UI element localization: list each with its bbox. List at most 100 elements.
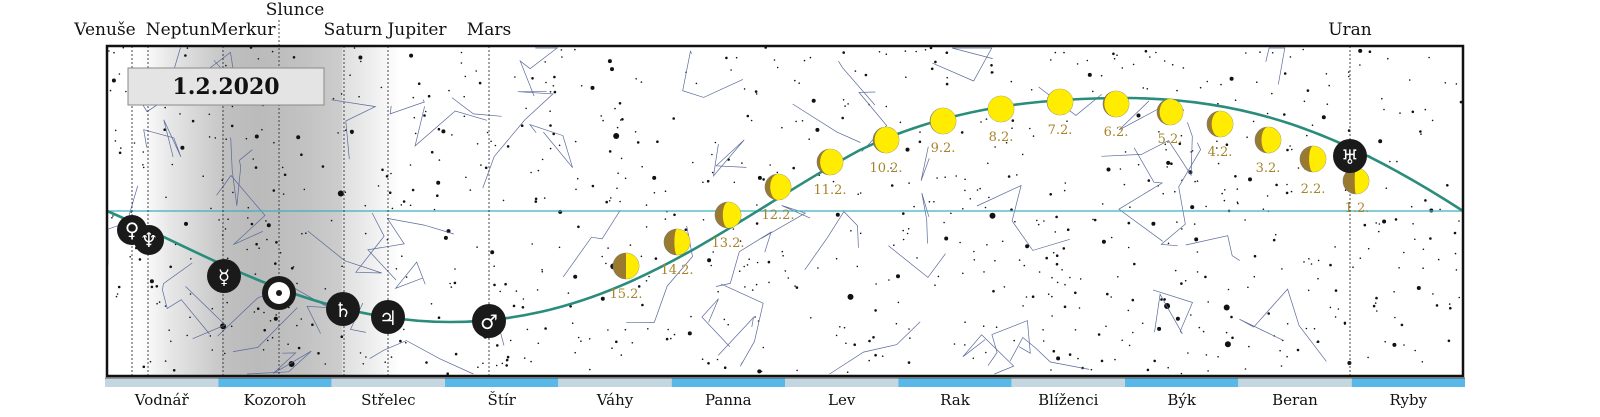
star <box>1011 119 1015 122</box>
star <box>311 323 314 327</box>
planet-mercury[interactable]: ☿ <box>207 259 241 293</box>
star <box>493 265 496 268</box>
moon-phase[interactable]: 12.2. <box>761 173 795 223</box>
star <box>1199 86 1202 89</box>
constellation-line <box>829 321 921 375</box>
moon-phase[interactable]: 7.2. <box>1046 88 1074 138</box>
constellation-lines <box>107 47 1327 375</box>
star <box>1063 51 1065 54</box>
zodiac-segment <box>218 378 332 387</box>
star <box>1317 259 1320 262</box>
planet-uranus[interactable]: ♅ <box>1333 139 1367 173</box>
star <box>732 228 735 230</box>
star <box>906 232 909 235</box>
star <box>292 266 295 268</box>
star <box>263 328 267 332</box>
star <box>692 161 694 164</box>
star <box>1416 286 1421 290</box>
star <box>591 184 595 188</box>
star <box>1225 143 1229 146</box>
moon-phase[interactable]: 10.2. <box>869 126 903 176</box>
star <box>1396 160 1398 163</box>
star <box>531 77 534 80</box>
star <box>733 181 736 184</box>
star <box>1448 303 1451 305</box>
star <box>530 171 532 174</box>
star <box>569 305 572 308</box>
star <box>526 328 529 331</box>
star <box>847 293 854 300</box>
star <box>1153 359 1156 363</box>
star <box>1303 100 1306 103</box>
star <box>1160 298 1163 301</box>
star <box>964 189 966 192</box>
star <box>499 290 502 293</box>
planet-saturn[interactable]: ♄ <box>326 292 360 326</box>
star <box>815 127 820 132</box>
moon-phase[interactable]: 3.2. <box>1254 126 1282 176</box>
planet-sun[interactable]: ☉ <box>262 276 296 310</box>
star <box>874 309 877 312</box>
star <box>687 331 692 336</box>
star <box>1055 215 1058 219</box>
star <box>436 194 439 197</box>
star <box>641 165 643 168</box>
star <box>607 59 612 64</box>
star <box>616 187 618 190</box>
star <box>959 241 961 244</box>
star <box>1050 369 1052 371</box>
star <box>1180 282 1183 285</box>
constellation-line <box>482 90 554 189</box>
moon-phase[interactable]: 5.2. <box>1156 98 1184 147</box>
star <box>1031 295 1035 299</box>
star <box>469 189 472 191</box>
star <box>549 124 552 127</box>
star <box>782 255 784 257</box>
star <box>150 285 154 289</box>
star <box>490 140 492 143</box>
star <box>605 200 608 204</box>
moon-phase[interactable]: 8.2. <box>987 95 1015 145</box>
constellation-line <box>367 217 455 281</box>
moon-phase[interactable]: 11.2. <box>813 148 847 198</box>
planet-mars[interactable]: ♂ <box>472 304 506 338</box>
star <box>723 318 726 321</box>
star <box>854 70 857 72</box>
star <box>707 258 712 263</box>
star <box>531 243 533 245</box>
moon-phase[interactable]: 14.2. <box>660 228 694 278</box>
moon-phase[interactable]: 9.2. <box>929 107 957 156</box>
star <box>1037 223 1040 226</box>
star <box>1429 237 1432 240</box>
star <box>1121 67 1124 69</box>
moon-phase[interactable]: 15.2. <box>609 252 643 302</box>
star <box>640 81 643 83</box>
star <box>1317 277 1319 280</box>
moon-phase[interactable]: 2.2. <box>1299 145 1327 197</box>
star <box>232 191 234 194</box>
moon-phase[interactable]: 13.2. <box>711 201 745 251</box>
star <box>1398 267 1400 269</box>
star <box>842 51 845 54</box>
moon-phase[interactable]: 1.2. <box>1342 167 1369 216</box>
star <box>1234 99 1237 101</box>
star <box>1129 206 1131 208</box>
planet-jupiter[interactable]: ♃ <box>371 300 405 334</box>
label-sun: Slunce <box>266 0 325 20</box>
star <box>1329 306 1332 309</box>
planet-neptune[interactable]: ♆ <box>134 225 164 255</box>
star <box>754 90 758 93</box>
star <box>1063 305 1067 309</box>
star <box>253 311 256 313</box>
star <box>1411 110 1415 114</box>
moon-phase[interactable]: 4.2. <box>1206 110 1234 160</box>
star <box>164 305 167 307</box>
star <box>120 147 122 149</box>
moon-phase[interactable]: 6.2. <box>1102 90 1130 140</box>
star <box>1194 237 1199 242</box>
star <box>610 197 612 199</box>
star <box>169 265 172 269</box>
zodiac-label: Rak <box>940 391 971 409</box>
star <box>208 113 211 116</box>
star <box>792 166 795 170</box>
